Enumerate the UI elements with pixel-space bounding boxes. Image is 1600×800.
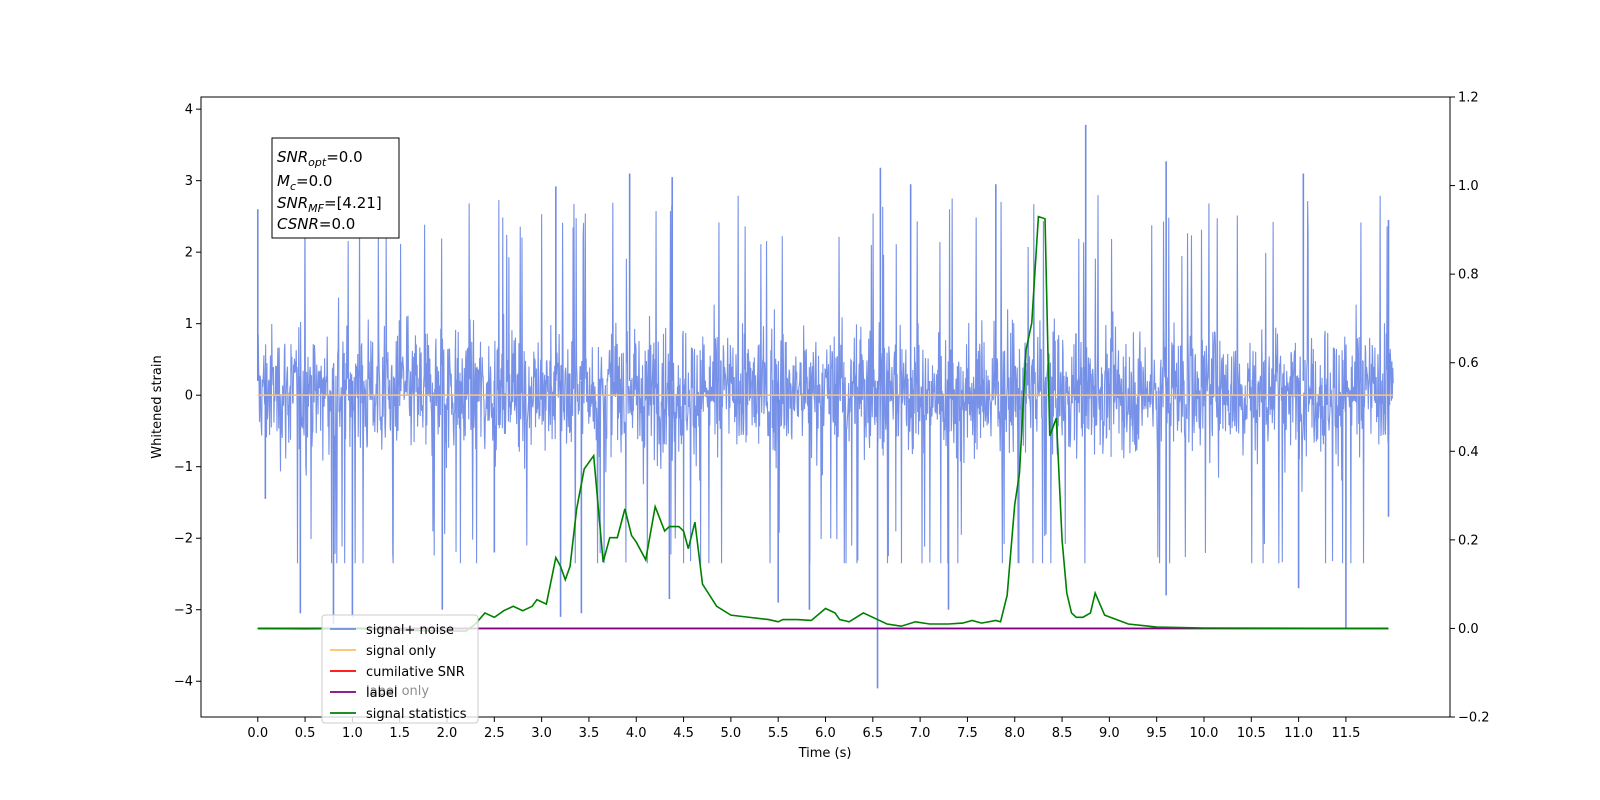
- x-tick-label: 7.0: [910, 726, 931, 741]
- y2-tick-label: 0.4: [1458, 445, 1479, 460]
- x-tick-label: 3.5: [579, 726, 600, 741]
- legend-label-signal-statistics: signal statistics: [366, 707, 467, 722]
- legend-label-label: label: [366, 686, 397, 701]
- x-tick-label: 5.5: [768, 726, 789, 741]
- x-tick-label: 8.0: [1004, 726, 1025, 741]
- stats-box: SNRopt=0.0 Mc=0.0 SNRMF=[4.21] CSNR=0.0: [271, 137, 400, 239]
- legend: signal+ noise signal only cumilative SNR la…: [321, 614, 479, 724]
- stats-snr-mf: SNRMF=[4.21]: [277, 194, 382, 215]
- y2-tick-label: 1.2: [1458, 91, 1479, 106]
- stats-csnr: CSNR=0.0: [277, 215, 355, 233]
- legend-label-overlapped: label only: [366, 684, 429, 699]
- y2-tick-label: −0.2: [1458, 711, 1490, 726]
- x-tick-label: 3.0: [531, 726, 552, 741]
- x-tick-label: 11.0: [1284, 726, 1313, 741]
- legend-label-signal-noise: signal+ noise: [366, 623, 454, 638]
- x-tick-label: 1.5: [389, 726, 410, 741]
- series-signal-statistics-line: [257, 215, 1389, 632]
- stats-box-frame: [271, 137, 400, 239]
- legend-label-cumilative-snr: cumilative SNR: [366, 665, 465, 680]
- x-tick-label: 4.0: [626, 726, 647, 741]
- y2-tick-label: 0.6: [1458, 356, 1479, 371]
- x-tick-label: 2.5: [484, 726, 505, 741]
- y2-tick-label: 0.8: [1458, 268, 1479, 283]
- x-tick-label: 9.5: [1146, 726, 1167, 741]
- y2-tick-label: 0.2: [1458, 533, 1479, 548]
- y-tick-label: −2: [174, 532, 193, 547]
- x-tick-label: 10.0: [1190, 726, 1219, 741]
- x-tick-label: 5.0: [721, 726, 742, 741]
- plot-area: [256, 124, 1394, 689]
- x-tick-label: 10.5: [1237, 726, 1266, 741]
- y-tick-label: 3: [185, 174, 193, 189]
- y-tick-label: 0: [185, 389, 193, 404]
- x-tick-label: 6.5: [862, 726, 883, 741]
- y-tick-label: −1: [174, 460, 193, 475]
- x-tick-label: 0.5: [295, 726, 316, 741]
- y-axis-left: −4 −3 −2 −1 0 1 2 3 4: [174, 103, 201, 690]
- stats-snr-opt: SNRopt=0.0: [277, 148, 363, 169]
- x-tick-label: 6.0: [815, 726, 836, 741]
- x-tick-label: 8.5: [1052, 726, 1073, 741]
- y2-tick-label: 1.0: [1458, 179, 1479, 194]
- y2-tick-label: 0.0: [1458, 622, 1479, 637]
- legend-frame: [321, 614, 479, 724]
- x-tick-label: 0.0: [247, 726, 268, 741]
- y-tick-label: 4: [185, 103, 193, 118]
- series-signal-noise-line: [257, 195, 1394, 564]
- x-tick-label: 1.0: [342, 726, 363, 741]
- stats-mc: Mc=0.0: [277, 172, 332, 193]
- legend-label-signal-only: signal only: [366, 644, 436, 659]
- y-tick-label: −4: [174, 675, 193, 690]
- x-tick-label: 7.5: [957, 726, 978, 741]
- y-axis-right: −0.2 0.0 0.2 0.4 0.6 0.8 1.0 1.2: [1450, 91, 1490, 726]
- x-tick-label: 9.0: [1099, 726, 1120, 741]
- x-tick-label: 4.5: [673, 726, 694, 741]
- y-tick-label: 2: [185, 246, 193, 261]
- x-tick-label: 11.5: [1331, 726, 1360, 741]
- x-tick-label: 2.0: [437, 726, 458, 741]
- x-axis-label: Time (s): [798, 746, 852, 761]
- y-tick-label: 1: [185, 317, 193, 332]
- y-tick-label: −3: [174, 603, 193, 618]
- y-axis-label: Whitened strain: [150, 355, 165, 458]
- x-axis: 0.0 0.5 1.0 1.5 2.0 2.5 3.0 3.5 4.0 4.5 5.0 5.5 6.0 6…: [247, 717, 1360, 741]
